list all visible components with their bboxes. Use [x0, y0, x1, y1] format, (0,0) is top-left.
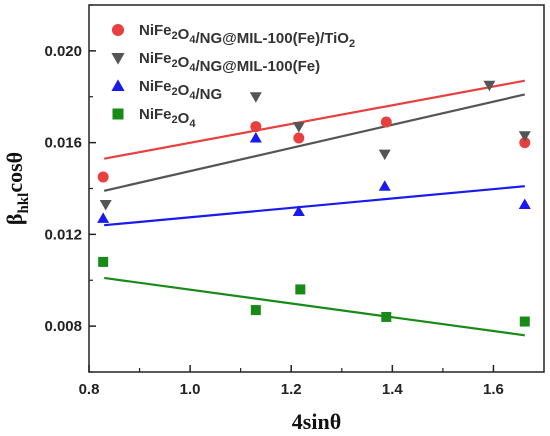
- data-point-triangle-up: [249, 132, 262, 143]
- data-point-triangle-up: [378, 180, 391, 191]
- data-point-triangle-down: [483, 80, 496, 92]
- y-tick-label: 0.012: [44, 226, 82, 243]
- legend-subscript: 4: [189, 118, 196, 130]
- y-axis-title-subscript: hkl: [16, 193, 32, 214]
- legend-text-run: /NG@MIL-100(Fe)/TiO: [195, 30, 349, 47]
- data-point-triangle-down: [99, 200, 112, 211]
- data-point-triangle-down: [518, 131, 531, 142]
- fit-line: [103, 79, 525, 160]
- data-point-triangle-down: [249, 92, 262, 103]
- data-point-triangle-down: [378, 149, 391, 161]
- legend-label: NiFe2O4/NG@MIL-100(Fe): [139, 50, 320, 75]
- fit-line: [103, 93, 526, 192]
- data-point-circle: [250, 121, 262, 133]
- legend-subscript: 4: [189, 90, 196, 102]
- tick-labels: 0.8 1.0 1.2 1.4 1.6 0.008 0.012 0.016 0.020: [44, 43, 503, 398]
- legend-label: NiFe2O4/NG: [139, 78, 222, 103]
- data-point-triangle-up: [111, 79, 125, 91]
- legend-text-run: O: [178, 110, 190, 127]
- plot-frame: [88, 4, 545, 373]
- y-axis-title: βhklcosθ: [2, 152, 32, 225]
- legend: NiFe2O4/NG@MIL-100(Fe)/TiO2NiFe2O4/NG@MI…: [111, 22, 355, 130]
- y-tick-label: 0.008: [44, 318, 82, 335]
- x-tick-label: 1.2: [281, 381, 302, 398]
- legend-text-run: /NG@MIL-100(Fe): [195, 58, 320, 75]
- data-points: [97, 80, 531, 327]
- legend-subscript: 2: [172, 30, 178, 42]
- y-axis-title-main: β: [2, 214, 27, 226]
- x-tick-label: 0.8: [79, 381, 100, 398]
- legend-label: NiFe2O4: [139, 106, 196, 130]
- y-axis-title-tail: cosθ: [2, 152, 27, 193]
- legend-text-run: NiFe: [139, 106, 172, 123]
- x-tick-label: 1.6: [483, 381, 504, 398]
- data-point-circle: [97, 171, 109, 183]
- legend-text-run: O: [178, 54, 190, 71]
- data-point-circle: [519, 137, 531, 149]
- data-point-circle: [293, 132, 305, 144]
- data-point-circle: [380, 116, 392, 128]
- legend-subscript: 2: [349, 38, 355, 50]
- legend-subscript: 4: [189, 34, 196, 46]
- data-point-triangle-up: [518, 198, 531, 210]
- fit-line: [104, 185, 525, 227]
- legend-subscript: 4: [189, 62, 196, 74]
- legend-text-run: O: [178, 82, 190, 99]
- data-point-square: [519, 316, 530, 327]
- data-point-circle: [111, 23, 125, 37]
- legend-subscript: 2: [172, 58, 178, 70]
- data-point-triangle-down: [111, 53, 125, 65]
- legend-subscript: 2: [172, 86, 178, 98]
- data-point-square: [98, 256, 109, 267]
- data-point-square: [250, 305, 261, 316]
- data-point-triangle-down: [292, 122, 305, 133]
- legend-text-run: NiFe: [139, 78, 172, 95]
- fit-line: [104, 276, 525, 337]
- legend-text-run: O: [178, 26, 190, 43]
- legend-text-run: /NG: [195, 86, 222, 103]
- data-point-triangle-up: [292, 205, 305, 216]
- data-point-square: [112, 108, 124, 120]
- legend-text-run: NiFe: [139, 22, 172, 39]
- data-point-triangle-up: [97, 212, 110, 223]
- x-tick-label: 1.0: [180, 381, 201, 398]
- x-axis-title: 4sinθ: [292, 409, 341, 434]
- y-tick-label: 0.016: [44, 135, 82, 152]
- legend-label: NiFe2O4/NG@MIL-100(Fe)/TiO2: [139, 22, 355, 50]
- legend-subscript: 2: [172, 114, 178, 126]
- legend-text-run: NiFe: [139, 50, 172, 67]
- y-tick-label: 0.020: [44, 43, 82, 60]
- x-tick-label: 1.4: [382, 381, 404, 398]
- fit-lines: [103, 79, 526, 337]
- data-point-square: [381, 311, 392, 322]
- data-point-square: [295, 284, 306, 295]
